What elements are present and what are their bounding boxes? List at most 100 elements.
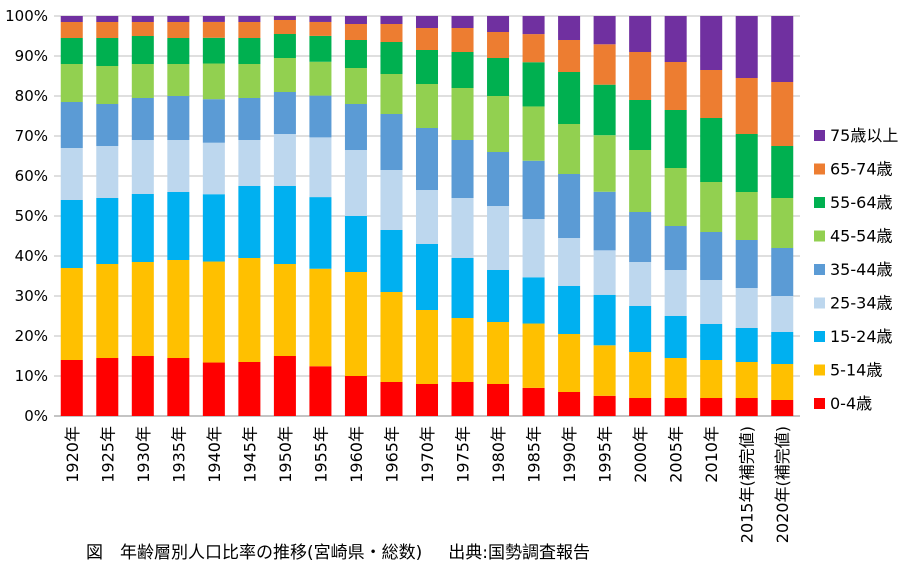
x-tick-label: 1990年	[560, 426, 579, 483]
bar-segment	[700, 232, 723, 280]
legend-label: 25-34歳	[830, 294, 893, 313]
bar-segment	[309, 268, 332, 367]
bar-segment	[629, 352, 652, 398]
bar-segment	[238, 16, 261, 22]
bar-segment	[487, 152, 510, 206]
bar-segment	[593, 191, 616, 251]
bar-segment	[771, 146, 794, 198]
bar-segment	[380, 292, 403, 382]
y-tick-label: 70%	[15, 127, 48, 145]
bar-segment	[167, 192, 190, 260]
x-tick-label: 1975年	[454, 426, 473, 483]
legend-label: 15-24歳	[830, 327, 893, 346]
bar-segment	[735, 328, 758, 362]
bar-segment	[487, 32, 510, 58]
bar-segment	[451, 28, 474, 52]
bar-segment	[131, 36, 154, 64]
bar-segment	[558, 16, 581, 40]
bar-segment	[593, 345, 616, 396]
bar-segment	[487, 322, 510, 384]
legend-swatch	[814, 398, 825, 409]
bar-segment	[60, 22, 83, 38]
bar-segment	[60, 102, 83, 148]
bar-segment	[522, 277, 545, 324]
bar-segment	[238, 98, 261, 140]
bar-segment	[629, 150, 652, 212]
x-tick-label: 1940年	[205, 426, 224, 483]
bar-segment	[167, 16, 190, 22]
bar-segment	[664, 168, 687, 226]
x-tick-label: 2000年	[631, 426, 650, 483]
x-tick-label: 1970年	[418, 426, 437, 483]
legend-swatch	[814, 264, 825, 275]
bar-segment	[273, 264, 296, 356]
y-tick-label: 80%	[15, 87, 48, 105]
bar-segment	[344, 376, 367, 416]
bar-segment	[60, 16, 83, 22]
bar-segment	[415, 310, 439, 384]
bar-segment	[60, 148, 83, 200]
bar-segment	[451, 258, 474, 318]
bar-segment	[60, 38, 83, 64]
bar-segment	[380, 74, 403, 114]
bar-segment	[238, 258, 261, 362]
bar-segment	[735, 16, 758, 78]
bar-segment	[664, 316, 687, 358]
x-tick-label: 1965年	[382, 426, 401, 483]
bar-segment	[238, 140, 261, 186]
bar-segment	[522, 106, 545, 161]
bar-segment	[522, 387, 545, 416]
bar-segment	[380, 114, 403, 170]
bar-segment	[451, 52, 474, 88]
bar-segment	[273, 34, 296, 58]
legend-swatch	[814, 130, 825, 141]
bar-segment	[487, 96, 510, 152]
bar-segment	[629, 398, 652, 416]
y-tick-label: 30%	[15, 287, 48, 305]
legend-swatch	[814, 197, 825, 208]
bar-segment	[273, 20, 296, 34]
bar-segment	[487, 384, 510, 416]
x-tick-label: 2010年	[702, 426, 721, 483]
bar-segment	[131, 356, 154, 416]
bar-segment	[771, 296, 794, 332]
bar-segment	[273, 356, 296, 416]
bar-segment	[558, 392, 581, 416]
bar-segment	[700, 182, 723, 232]
bar-segment	[167, 358, 190, 416]
bar-segment	[238, 186, 261, 258]
bar-segment	[60, 200, 83, 268]
bar-segment	[593, 16, 616, 45]
bar-segment	[273, 92, 296, 134]
bar-segment	[451, 318, 474, 382]
bar-segment	[451, 382, 474, 416]
bar-segment	[167, 22, 190, 38]
legend-label: 45-54歳	[830, 227, 893, 246]
bar-segment	[131, 140, 154, 194]
bar-segment	[202, 194, 225, 262]
bar-segment	[629, 262, 652, 306]
bar-segment	[415, 244, 439, 310]
bar-segment	[700, 324, 723, 360]
x-tick-label: 1980年	[489, 426, 508, 483]
y-tick-label: 20%	[15, 327, 48, 345]
bar-segment	[735, 288, 758, 328]
legend-label: 0-4歳	[830, 394, 872, 413]
bar-segment	[380, 382, 403, 416]
bar-segment	[415, 16, 439, 28]
legend-label: 75歳以上	[830, 126, 898, 145]
y-tick-label: 40%	[15, 247, 48, 265]
bar-segment	[344, 150, 367, 216]
x-tick-label: 2015年(補完値)	[738, 426, 757, 543]
bar-segment	[700, 360, 723, 398]
bar-segment	[202, 63, 225, 100]
bar-segment	[131, 262, 154, 356]
bar-segment	[700, 118, 723, 182]
bar-segment	[451, 198, 474, 258]
bar-segment	[309, 16, 332, 22]
bar-segment	[238, 362, 261, 416]
bar-segment	[593, 44, 616, 85]
legend-label: 65-74歳	[830, 160, 893, 179]
bar-segment	[380, 170, 403, 230]
